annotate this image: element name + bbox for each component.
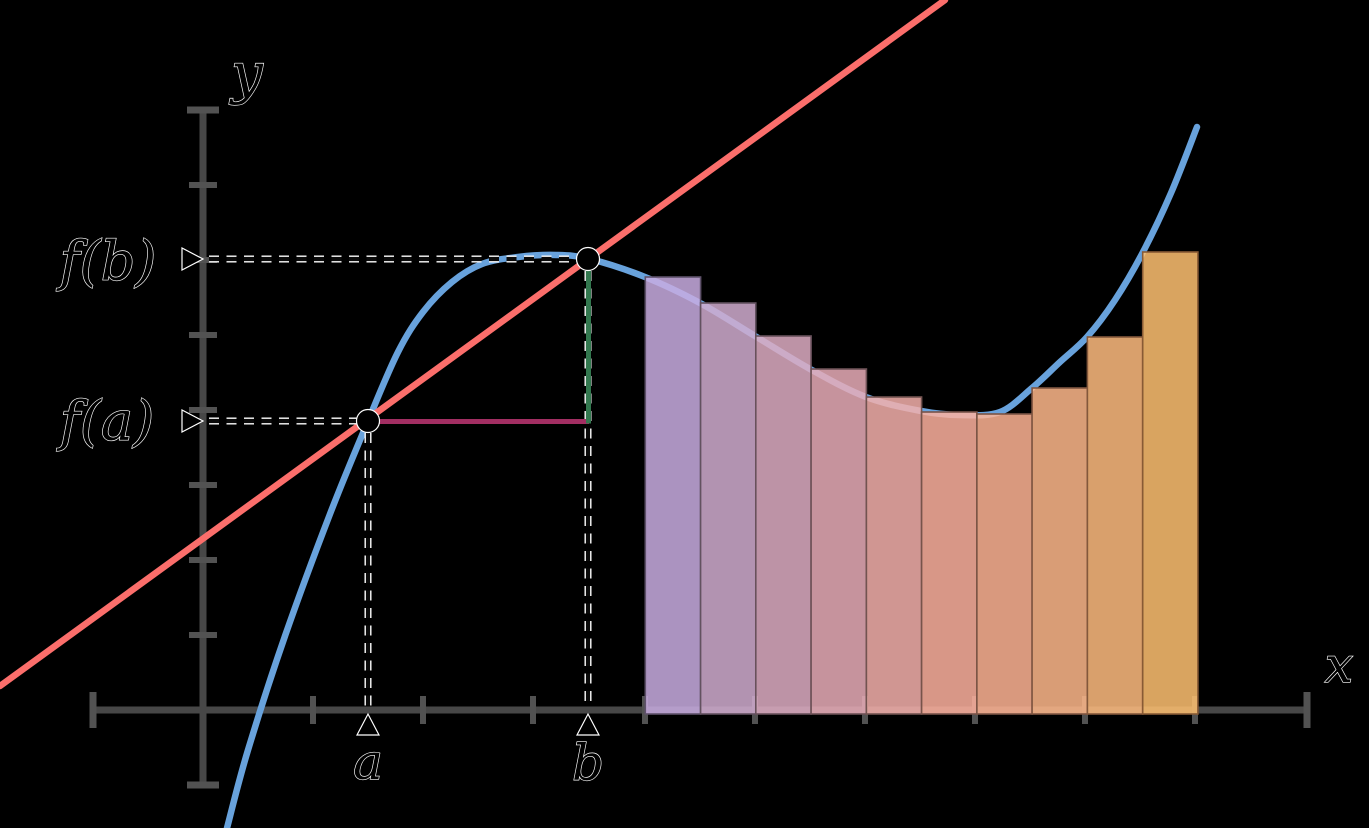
- x-axis-label: x: [1325, 636, 1353, 694]
- f-of-b-arrow-icon: [181, 247, 205, 271]
- riemann-bar: [810, 368, 868, 715]
- y-axis: [187, 106, 219, 789]
- y-axis-label: y: [228, 42, 264, 107]
- axis-and-value-labels: y x f(b) f(a) a b: [55, 41, 1354, 793]
- a-label: a: [353, 733, 383, 791]
- b-arrow-icon: [576, 712, 600, 736]
- riemann-bar: [865, 396, 923, 715]
- b-label: b: [572, 734, 604, 792]
- dashed-guide-lines: [209, 255, 592, 708]
- f-of-b-label: f(b): [56, 230, 157, 293]
- riemann-bar: [644, 276, 702, 715]
- riemann-bar: [1031, 387, 1089, 715]
- marked-point-dot: [355, 408, 381, 434]
- secant-line: [0, 0, 949, 690]
- a-arrow-icon: [356, 712, 380, 736]
- marked-point-dot: [575, 246, 601, 272]
- riemann-bar: [1086, 336, 1144, 715]
- label-arrow-markers: [181, 247, 600, 736]
- f-of-a-label: f(a): [56, 390, 154, 453]
- riemann-bar: [976, 413, 1033, 715]
- riemann-rectangles: [644, 251, 1199, 715]
- f-of-a-arrow-icon: [181, 409, 205, 433]
- secant-line-through-a-b: [0, 0, 949, 690]
- riemann-bar: [699, 302, 757, 715]
- riemann-bar: [1141, 251, 1199, 715]
- riemann-bar: [754, 335, 812, 715]
- marked-points: [355, 246, 601, 434]
- riemann-bar: [920, 411, 978, 715]
